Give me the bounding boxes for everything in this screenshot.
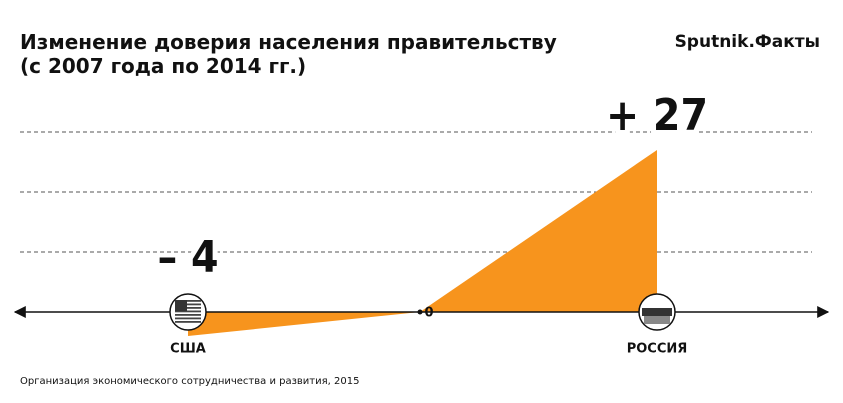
zero-point xyxy=(417,309,423,315)
chart-subtitle: (с 2007 года по 2014 гг.) xyxy=(20,54,306,78)
value-label: + 27 xyxy=(606,90,708,141)
x-tick-label: США xyxy=(170,342,206,357)
triangle xyxy=(188,312,420,336)
flag-stripe xyxy=(175,317,201,320)
marks xyxy=(188,150,657,336)
x-tick-label: РОССИЯ xyxy=(627,342,688,357)
y-tick-label: 0 xyxy=(424,306,433,321)
flag-stripe xyxy=(175,314,201,316)
flag-band xyxy=(644,316,670,324)
value-label: – 4 xyxy=(157,232,218,283)
flag-band xyxy=(642,308,672,316)
triangle xyxy=(420,150,657,312)
source: Организация экономического сотрудничеств… xyxy=(20,376,359,387)
flag-stripe xyxy=(175,300,201,302)
grid xyxy=(20,131,812,253)
flag-canton xyxy=(175,300,187,311)
flag-stripe xyxy=(175,321,201,323)
chart-title: Изменение доверия населения правительств… xyxy=(20,30,557,54)
flag-stripe xyxy=(175,303,201,306)
overlay: 0 США – 4 РОССИЯ + 27 xyxy=(152,85,713,357)
brand: Sputnik.Факты xyxy=(675,32,820,52)
flag-stripe xyxy=(175,307,201,309)
flag-stripe xyxy=(175,310,201,313)
